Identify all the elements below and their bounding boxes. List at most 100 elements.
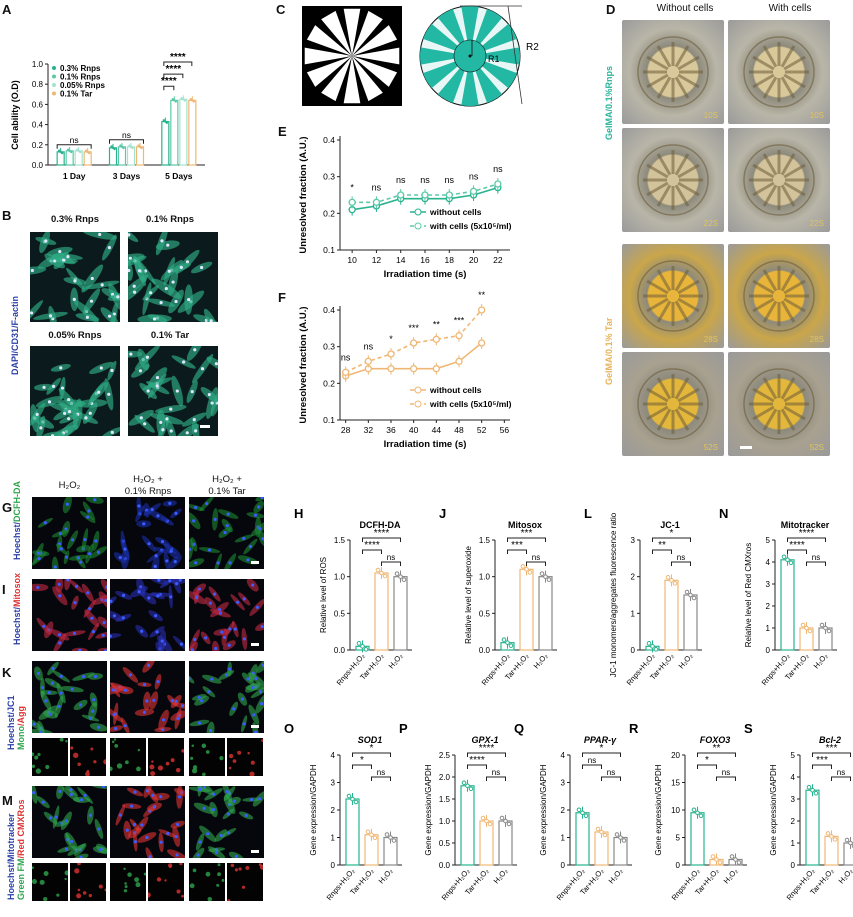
cell xyxy=(32,583,49,592)
panel-label-b: B xyxy=(2,208,12,223)
a-dot xyxy=(78,150,82,154)
d-ray xyxy=(677,405,700,421)
nucleus xyxy=(36,551,40,555)
dot xyxy=(499,815,505,821)
sig-label: * xyxy=(370,743,374,754)
sig-bracket xyxy=(716,776,736,781)
nucleus xyxy=(156,594,160,598)
spot xyxy=(124,882,127,885)
cell-nucleus xyxy=(58,249,62,254)
nucleus xyxy=(102,621,106,625)
cell-nucleus xyxy=(35,412,39,417)
nucleus xyxy=(133,790,137,794)
bar-panel-p: P GPX-1 0.0 0.5 1.0 1.5 2.0 2.5 Gene expression/… xyxy=(399,721,517,902)
g-col-2b: 0.1% Rnps xyxy=(124,486,172,497)
k-stain-2: Mono/Agg xyxy=(16,706,26,750)
nucleus xyxy=(219,833,223,838)
nucleus xyxy=(251,685,255,690)
spot xyxy=(32,764,36,768)
cell-nucleus xyxy=(155,384,159,388)
cell-nucleus xyxy=(129,352,133,356)
spot xyxy=(259,864,263,870)
point xyxy=(494,180,502,188)
nucleus xyxy=(156,680,160,684)
d-photo-pattern xyxy=(637,260,709,332)
dot xyxy=(781,554,787,560)
cell-nucleus xyxy=(155,375,160,380)
cell-nucleus xyxy=(187,297,191,302)
fluorescence-image xyxy=(110,786,185,858)
d-ray xyxy=(656,45,672,68)
sig-bracket xyxy=(697,764,717,769)
a-dot xyxy=(60,151,64,155)
nucleus xyxy=(197,695,201,699)
cell-nucleus xyxy=(214,362,218,366)
nucleus xyxy=(165,559,169,563)
a-sig-2-label: **** xyxy=(166,64,182,75)
cell-nucleus xyxy=(107,246,111,250)
ytick-label: 2 xyxy=(766,602,771,611)
dot xyxy=(365,829,371,835)
cell-nucleus xyxy=(166,243,170,247)
nucleus xyxy=(236,600,240,604)
spot xyxy=(32,866,34,870)
legend-marker xyxy=(414,386,422,394)
m-stain: Hoechst/Mitotracker xyxy=(6,813,16,900)
a-ytick-label: 0.2 xyxy=(32,141,44,150)
nucleus xyxy=(242,637,246,641)
sig-bracket xyxy=(467,752,506,757)
channel-image xyxy=(110,863,146,901)
spot xyxy=(205,750,210,754)
sig-label: * xyxy=(705,755,709,766)
ylabel: Unresolved fraction (A.U.) xyxy=(298,306,309,423)
sig-bracket xyxy=(787,537,826,542)
xtick-label: Rnps+H₂O₂ xyxy=(625,651,657,687)
r1-label: R1 xyxy=(488,54,500,64)
bar-panel-h: H DCFH-DA 0.0 0.5 1.0 1.5 Relative level of RO… xyxy=(294,506,412,687)
d-time-tag: 28S xyxy=(809,335,824,344)
ylabel: JC-1 monomers/aggregates fluorescence ra… xyxy=(609,512,618,677)
nucleus xyxy=(86,591,90,595)
mask-ray xyxy=(306,56,352,87)
g-col-2: H₂O₂ + xyxy=(133,474,163,485)
xtick-label: 48 xyxy=(454,425,464,435)
bar-panel-title: Bcl-2 xyxy=(819,735,841,745)
sig-label: ns xyxy=(469,171,479,181)
sig-bracket xyxy=(697,752,736,757)
cell-nucleus xyxy=(164,286,168,291)
nucleus xyxy=(58,789,62,793)
spot xyxy=(123,889,128,893)
cell-nucleus xyxy=(107,392,111,396)
fluorescence-image xyxy=(32,661,107,733)
sig-label: ns xyxy=(677,553,685,562)
a-bar xyxy=(65,150,74,166)
sig-label: * xyxy=(600,743,604,754)
nucleus xyxy=(148,855,152,858)
sig-label: ns xyxy=(837,768,845,777)
nucleus xyxy=(53,565,57,569)
dot xyxy=(729,854,735,859)
spot xyxy=(114,743,119,748)
ytick-label: 10 xyxy=(671,806,680,815)
nucleus xyxy=(173,560,177,564)
bar-panel-title: Mitosox xyxy=(508,520,542,530)
bar xyxy=(843,842,853,866)
ytick-label: 2 xyxy=(791,817,796,826)
point xyxy=(421,191,429,199)
bar xyxy=(460,785,475,866)
cell-nucleus xyxy=(159,301,163,305)
nucleus xyxy=(232,799,236,803)
d-photo-pattern xyxy=(743,368,815,440)
nucleus xyxy=(162,718,166,722)
mask-ray xyxy=(352,56,383,102)
sig-bracket xyxy=(831,776,851,781)
dot xyxy=(539,571,545,576)
bar xyxy=(575,812,590,866)
cell xyxy=(142,661,155,673)
point xyxy=(469,187,478,195)
d-ring xyxy=(743,144,815,216)
ytick-label: 4 xyxy=(561,751,566,760)
cell-nucleus xyxy=(138,369,143,373)
nucleus xyxy=(92,698,96,702)
chart-e: 0.1 0.2 0.3 0.4 10 12 14 16 18 20 22 Irradiation ti… xyxy=(298,135,512,280)
